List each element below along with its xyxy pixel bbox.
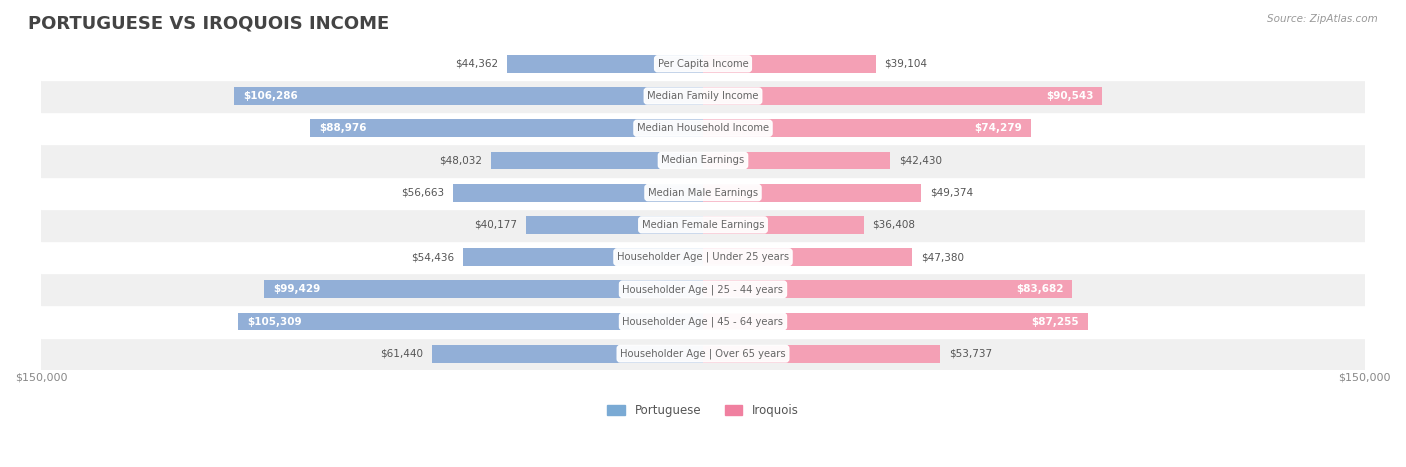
Bar [703, 152, 890, 170]
Text: $87,255: $87,255 [1032, 317, 1080, 326]
Bar [264, 281, 703, 298]
Legend: Portuguese, Iroquois: Portuguese, Iroquois [603, 399, 803, 422]
Bar [311, 120, 703, 137]
Bar [41, 112, 1365, 144]
Bar [463, 248, 703, 266]
Text: $88,976: $88,976 [319, 123, 367, 133]
Bar [453, 184, 703, 201]
Text: Householder Age | Under 25 years: Householder Age | Under 25 years [617, 252, 789, 262]
Bar [703, 87, 1102, 105]
Bar [703, 281, 1073, 298]
Text: $61,440: $61,440 [380, 349, 423, 359]
Bar [491, 152, 703, 170]
Text: Median Male Earnings: Median Male Earnings [648, 188, 758, 198]
Text: Median Female Earnings: Median Female Earnings [641, 220, 765, 230]
Bar [432, 345, 703, 362]
Text: Householder Age | 25 - 44 years: Householder Age | 25 - 44 years [623, 284, 783, 295]
Text: $83,682: $83,682 [1017, 284, 1063, 294]
Text: $49,374: $49,374 [929, 188, 973, 198]
Text: Median Household Income: Median Household Income [637, 123, 769, 133]
Text: $47,380: $47,380 [921, 252, 965, 262]
Text: $106,286: $106,286 [243, 91, 298, 101]
Bar [41, 48, 1365, 80]
Bar [526, 216, 703, 234]
Bar [41, 241, 1365, 273]
Text: $54,436: $54,436 [411, 252, 454, 262]
Bar [41, 144, 1365, 177]
Bar [508, 55, 703, 73]
Bar [703, 120, 1031, 137]
Text: $90,543: $90,543 [1046, 91, 1094, 101]
Text: Median Family Income: Median Family Income [647, 91, 759, 101]
Text: $56,663: $56,663 [401, 188, 444, 198]
Bar [239, 312, 703, 330]
Text: $44,362: $44,362 [456, 59, 499, 69]
Text: $39,104: $39,104 [884, 59, 928, 69]
Text: $36,408: $36,408 [873, 220, 915, 230]
Text: PORTUGUESE VS IROQUOIS INCOME: PORTUGUESE VS IROQUOIS INCOME [28, 14, 389, 32]
Text: Source: ZipAtlas.com: Source: ZipAtlas.com [1267, 14, 1378, 24]
Bar [703, 312, 1088, 330]
Text: Per Capita Income: Per Capita Income [658, 59, 748, 69]
Text: $40,177: $40,177 [474, 220, 517, 230]
Text: $53,737: $53,737 [949, 349, 993, 359]
Bar [41, 80, 1365, 112]
Text: Householder Age | Over 65 years: Householder Age | Over 65 years [620, 348, 786, 359]
Text: Median Earnings: Median Earnings [661, 156, 745, 165]
Bar [703, 216, 863, 234]
Bar [235, 87, 703, 105]
Bar [41, 177, 1365, 209]
Bar [41, 209, 1365, 241]
Bar [703, 248, 912, 266]
Bar [41, 273, 1365, 305]
Bar [41, 305, 1365, 338]
Bar [703, 184, 921, 201]
Bar [703, 55, 876, 73]
Bar [41, 338, 1365, 370]
Text: $74,279: $74,279 [974, 123, 1022, 133]
Bar [703, 345, 941, 362]
Text: $48,032: $48,032 [439, 156, 482, 165]
Text: $99,429: $99,429 [273, 284, 321, 294]
Text: Householder Age | 45 - 64 years: Householder Age | 45 - 64 years [623, 316, 783, 327]
Text: $105,309: $105,309 [247, 317, 302, 326]
Text: $42,430: $42,430 [898, 156, 942, 165]
